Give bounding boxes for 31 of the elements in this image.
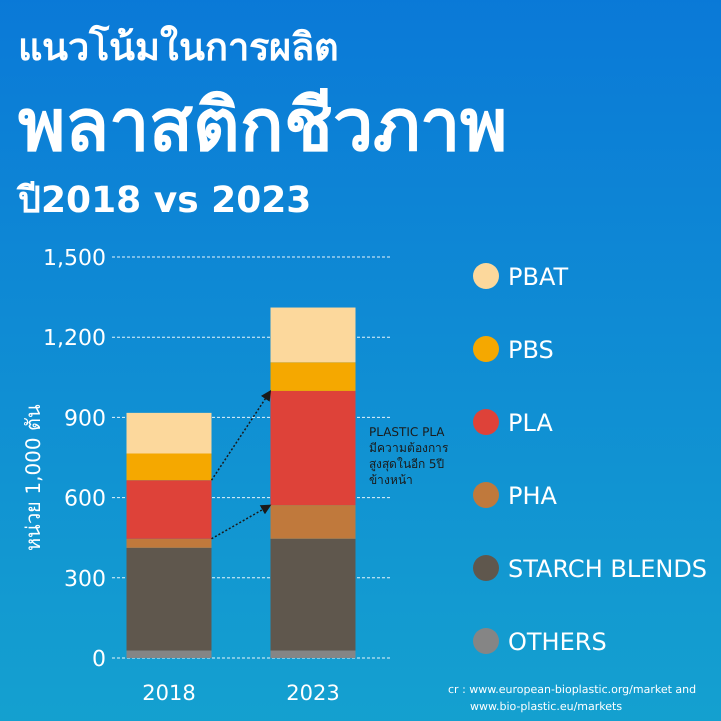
y-axis-title: หน่วย 1,000 ตัน [21, 404, 45, 551]
legend-label: STARCH BLENDS [508, 555, 708, 583]
bar [126, 453, 212, 480]
y-tick-label: 1,200 [43, 326, 106, 352]
legend-label: OTHERS [508, 628, 607, 656]
bar [270, 538, 356, 651]
annotation: PLASTIC PLA มีความต้องการ สูงสุดในอีก 5ปี ข้างหน้า [369, 425, 449, 487]
y-tick-label: 1,500 [43, 246, 106, 271]
legend-label: PBAT [508, 263, 568, 291]
bar [126, 538, 212, 548]
legend-label: PHA [508, 482, 558, 510]
x-tick-label: 2018 [142, 681, 196, 705]
bar [126, 480, 212, 539]
y-tick-label: 300 [64, 566, 106, 592]
bar [126, 548, 212, 651]
bar [270, 505, 356, 539]
x-tick-label: 2023 [286, 681, 340, 705]
bar [270, 308, 356, 362]
legend-label: PLA [508, 409, 554, 437]
text: cr : www.european-bioplastic.org/market and www.bio-plastic.eu/markets [448, 683, 696, 713]
bar [270, 650, 356, 658]
bar [126, 650, 212, 658]
bar [126, 412, 212, 454]
y-tick-label: 900 [64, 406, 106, 432]
legend-label: PBS [508, 336, 554, 364]
bar [270, 390, 356, 506]
y-tick-label: 0 [92, 647, 106, 672]
chart-title: แนวโน้มในการผลิต พลาสติกชีวภาพ [18, 24, 507, 167]
y-tick-label: 600 [64, 486, 106, 512]
bar [270, 362, 356, 391]
chart-subtitle: ปี2018 vs 2023 [16, 180, 312, 221]
